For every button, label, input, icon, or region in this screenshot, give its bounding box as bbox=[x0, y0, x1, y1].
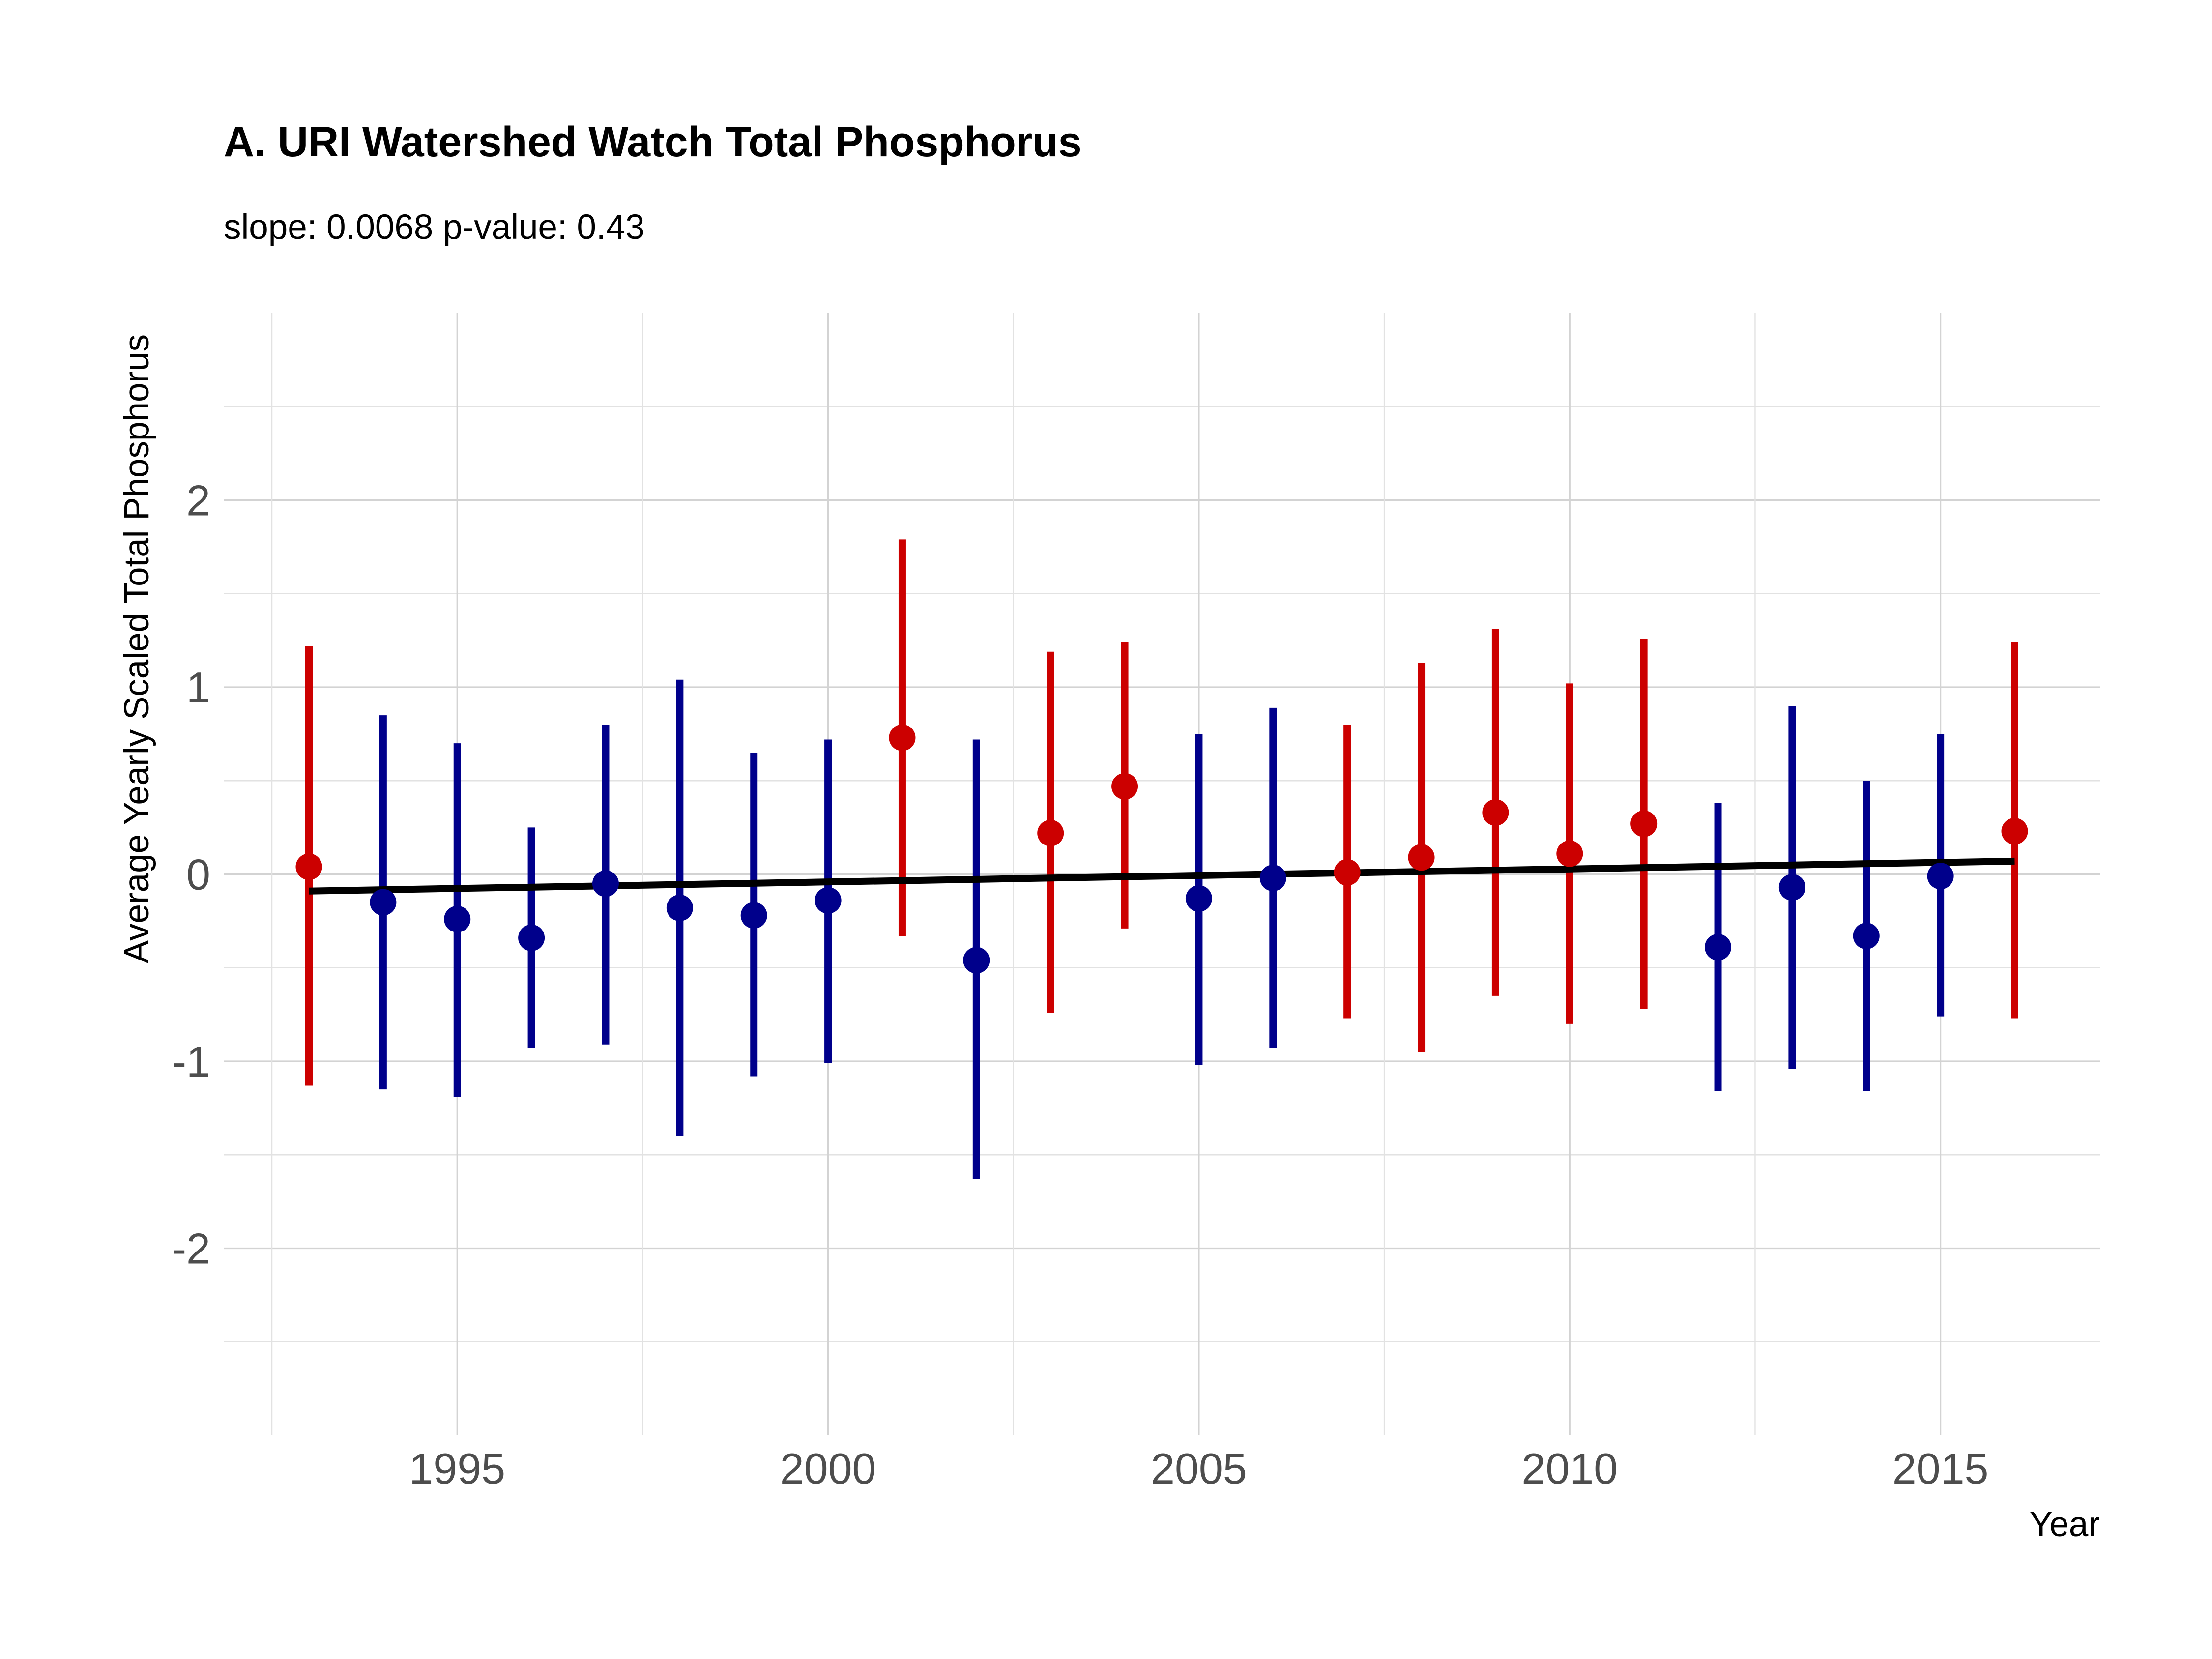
data-point bbox=[963, 947, 990, 974]
data-point bbox=[666, 894, 693, 921]
data-point bbox=[1482, 799, 1509, 826]
data-point bbox=[1111, 773, 1138, 800]
data-point bbox=[1408, 844, 1435, 871]
data-point bbox=[1630, 810, 1658, 837]
data-point bbox=[1334, 859, 1361, 886]
y-tick-label: 2 bbox=[186, 476, 210, 525]
y-axis-title: Average Yearly Scaled Total Phosphorus bbox=[117, 334, 156, 963]
trend-line-group bbox=[309, 857, 2015, 895]
trend-line bbox=[309, 857, 2015, 895]
chart-subtitle: slope: 0.0068 p-value: 0.43 bbox=[224, 208, 645, 247]
data-point bbox=[1185, 885, 1212, 912]
x-axis-title: Year bbox=[2030, 1505, 2100, 1544]
y-tick-label: 1 bbox=[186, 663, 210, 712]
error-bars bbox=[305, 539, 2018, 1179]
data-point bbox=[815, 887, 842, 914]
data-point bbox=[444, 905, 471, 932]
x-tick-label: 2015 bbox=[1892, 1444, 1989, 1493]
x-axis-ticks: 1995 2000 2005 2010 2015 bbox=[409, 1444, 1988, 1493]
data-point bbox=[592, 870, 619, 897]
data-point bbox=[1556, 840, 1583, 867]
data-point bbox=[889, 724, 916, 751]
data-point bbox=[1705, 933, 1732, 960]
chart-title: A. URI Watershed Watch Total Phosphorus bbox=[224, 118, 1082, 166]
data-point bbox=[1778, 874, 1805, 901]
data-point bbox=[2001, 817, 2028, 844]
data-point bbox=[1259, 865, 1286, 892]
y-axis-ticks: -2 -1 0 1 2 bbox=[172, 476, 210, 1273]
data-point bbox=[1853, 923, 1880, 950]
data-point bbox=[370, 889, 397, 916]
y-tick-label: -2 bbox=[172, 1224, 210, 1273]
data-point bbox=[295, 853, 322, 880]
data-point bbox=[518, 924, 545, 951]
x-tick-label: 2010 bbox=[1521, 1444, 1618, 1493]
y-tick-label: 0 bbox=[186, 850, 210, 899]
x-tick-label: 2005 bbox=[1151, 1444, 1247, 1493]
data-point bbox=[1037, 819, 1064, 846]
x-tick-label: 1995 bbox=[409, 1444, 505, 1493]
data-point bbox=[1927, 863, 1954, 890]
y-tick-label: -1 bbox=[172, 1037, 210, 1086]
data-point bbox=[740, 902, 767, 929]
data-points bbox=[295, 724, 2028, 974]
x-tick-label: 2000 bbox=[780, 1444, 876, 1493]
